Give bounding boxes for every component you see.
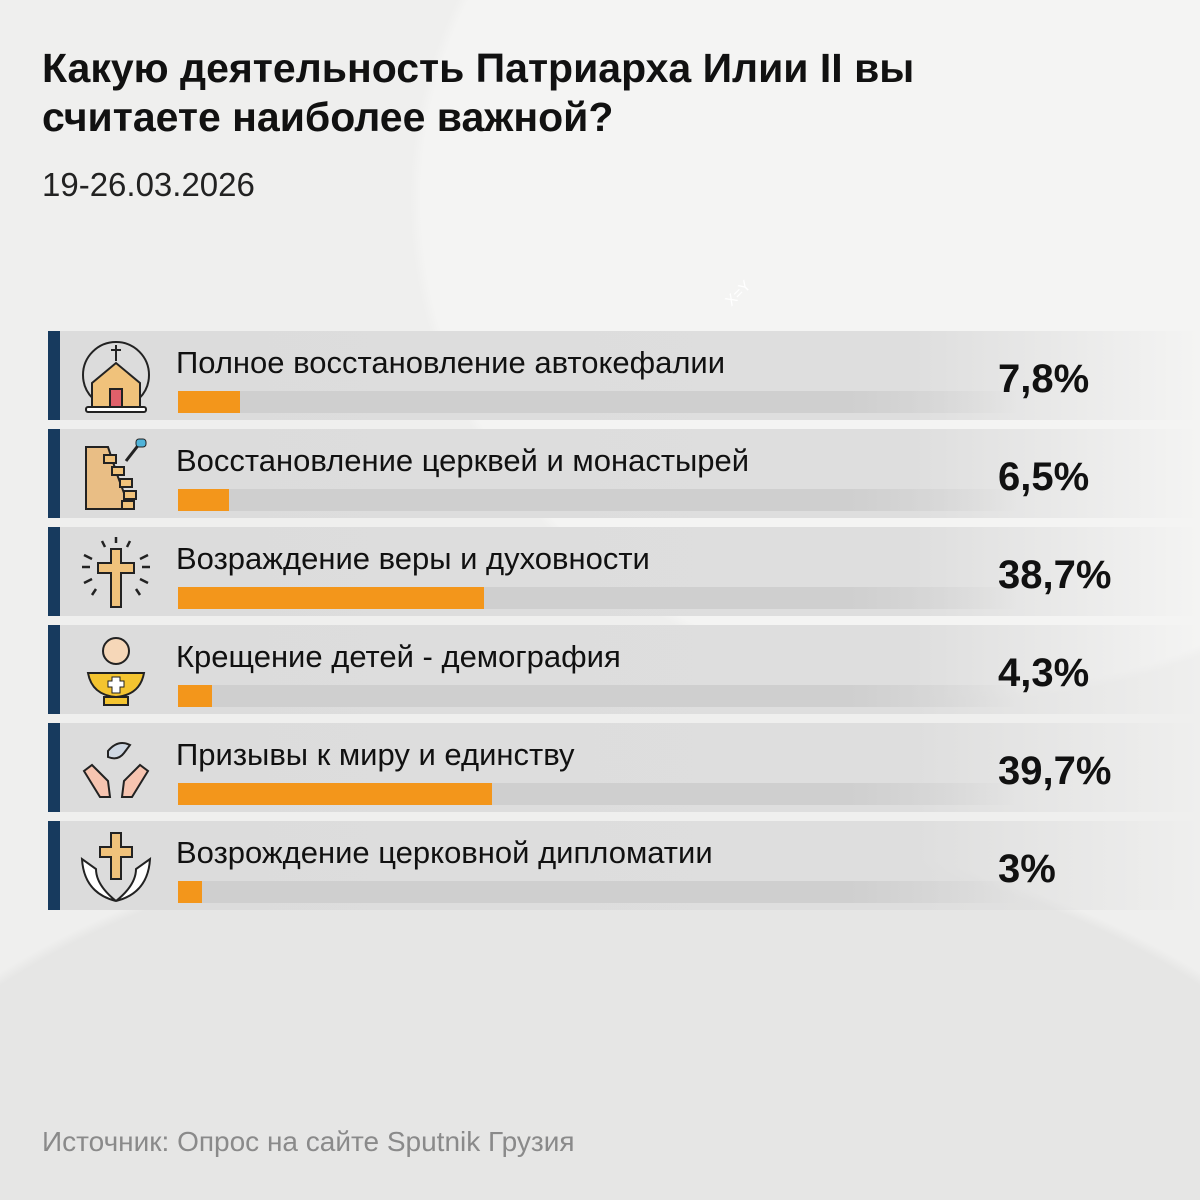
- row-accent: [48, 821, 60, 910]
- baptism-font-icon: [86, 637, 146, 706]
- bar-track: [178, 489, 1018, 511]
- bar-row: Возрождение церковной дипломатии 3%: [48, 821, 1200, 910]
- watermark-logo: X=Y: [722, 277, 755, 310]
- bar: [178, 489, 230, 511]
- row-accent: [48, 429, 60, 518]
- bar-row: Возраждение веры и духовности 38,7%: [48, 527, 1200, 616]
- row-accent: [48, 331, 60, 420]
- value-label: 6,5%: [998, 455, 1090, 499]
- cross-wings-icon: [80, 832, 152, 902]
- value-label: 39,7%: [998, 749, 1112, 793]
- category-label: Восстановление церквей и монастырей: [176, 443, 750, 478]
- bar: [178, 587, 484, 609]
- row-accent: [48, 625, 60, 714]
- source-note: Источник: Опрос на сайте Sputnik Грузия: [42, 1126, 575, 1157]
- category-label: Возраждение веры и духовности: [176, 541, 650, 576]
- value-label: 3%: [998, 847, 1056, 891]
- value-label: 38,7%: [998, 553, 1112, 597]
- bar: [178, 783, 492, 805]
- bar-track: [178, 783, 1018, 805]
- chart-title: Какую деятельность Патриарха Илии II вы …: [42, 45, 915, 140]
- shining-cross-icon: [82, 537, 150, 608]
- row-accent: [48, 527, 60, 616]
- bar-row: Призывы к миру и единству 39,7%: [48, 723, 1200, 812]
- bar-row: Полное восстановление автокефалии 7,8%: [48, 331, 1200, 420]
- bar-track: [178, 685, 1018, 707]
- bar: [178, 881, 202, 903]
- category-label: Призывы к миру и единству: [176, 737, 575, 772]
- bar: [178, 685, 212, 707]
- bar: [178, 391, 240, 413]
- survey-date: 19-26.03.2026: [42, 166, 255, 203]
- bar-track: [178, 587, 1018, 609]
- dove-hands-icon: [82, 742, 150, 798]
- value-label: 4,3%: [998, 651, 1090, 695]
- church-icon: [82, 341, 150, 413]
- bar-row: Крещение детей - демография 4,3%: [48, 625, 1200, 714]
- category-label: Возрождение церковной дипломатии: [176, 835, 713, 870]
- bar-track: [178, 881, 1018, 903]
- wall-repair-icon: [85, 438, 147, 510]
- category-label: Крещение детей - демография: [176, 639, 621, 674]
- category-label: Полное восстановление автокефалии: [176, 345, 726, 380]
- row-accent: [48, 723, 60, 812]
- bar-track: [178, 391, 1018, 413]
- value-label: 7,8%: [998, 357, 1090, 401]
- bar-row: Восстановление церквей и монастырей 6,5%: [48, 429, 1200, 518]
